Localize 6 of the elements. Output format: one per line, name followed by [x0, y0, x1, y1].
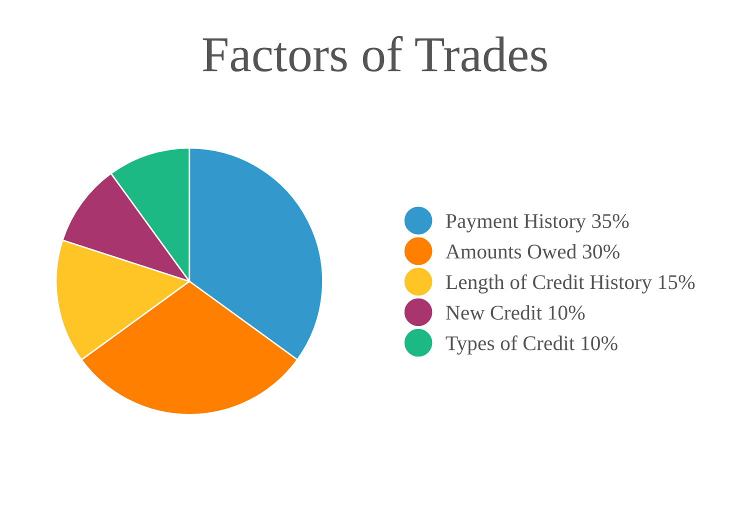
- legend-label: New Credit 10%: [446, 305, 585, 320]
- legend-label: Amounts Owed 30%: [446, 244, 620, 259]
- legend-label: Length of Credit History 15%: [446, 274, 695, 294]
- legend-label: Payment History 35%: [446, 214, 629, 232]
- chart-title: Factors of Trades: [202, 36, 547, 72]
- legend-label: Types of Credit 10%: [446, 335, 618, 355]
